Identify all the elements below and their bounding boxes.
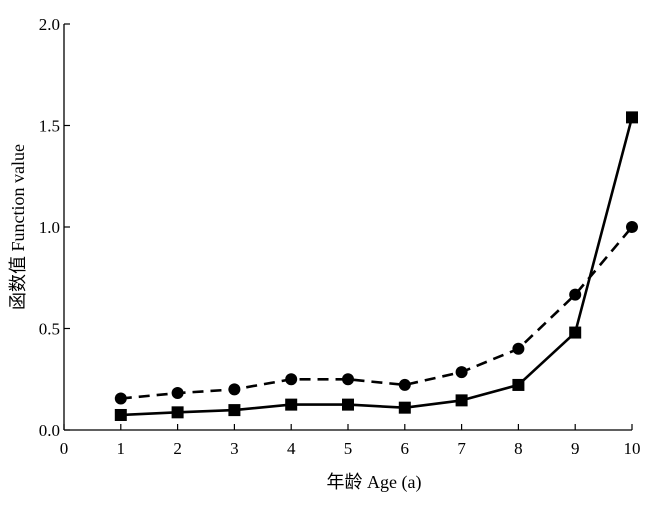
data-point-circle bbox=[398, 378, 411, 391]
x-tick-label: 9 bbox=[571, 439, 580, 458]
data-point-square bbox=[342, 398, 354, 411]
x-tick-label: 1 bbox=[117, 439, 126, 458]
x-tick-label: 8 bbox=[514, 439, 523, 458]
data-point-square bbox=[171, 406, 184, 419]
data-point-square bbox=[114, 408, 127, 421]
y-tick-label: 2.0 bbox=[39, 15, 60, 34]
series-square bbox=[114, 111, 638, 421]
series-circle bbox=[114, 221, 638, 405]
data-point-square bbox=[455, 394, 468, 407]
x-tick-label: 7 bbox=[457, 439, 466, 458]
x-tick-label: 10 bbox=[624, 439, 641, 458]
y-ticks: 0.0 0.5 1.0 1.5 2.0 bbox=[39, 15, 70, 440]
data-point-circle bbox=[228, 383, 241, 396]
data-point-circle bbox=[114, 392, 127, 405]
data-point-square bbox=[398, 401, 411, 414]
y-tick-label: 1.0 bbox=[39, 218, 60, 237]
data-point-circle bbox=[626, 221, 638, 233]
series-layer bbox=[114, 111, 638, 421]
y-axis-title: 函数值 Function value bbox=[8, 144, 28, 310]
data-point-square bbox=[626, 111, 638, 124]
data-point-circle bbox=[171, 387, 184, 400]
data-point-circle bbox=[512, 342, 525, 355]
series-line bbox=[120, 226, 633, 400]
x-tick-label: 2 bbox=[173, 439, 182, 458]
x-ticks: 0 1 2 3 4 5 6 7 8 9 10 bbox=[60, 424, 641, 458]
series-line bbox=[120, 117, 634, 417]
data-point-square bbox=[569, 326, 582, 339]
data-point-square bbox=[285, 398, 298, 411]
y-tick-label: 1.5 bbox=[39, 117, 60, 136]
data-point-square bbox=[512, 378, 525, 391]
x-tick-label: 5 bbox=[344, 439, 353, 458]
data-point-circle bbox=[285, 373, 298, 386]
x-tick-label: 0 bbox=[60, 439, 69, 458]
x-tick-label: 3 bbox=[230, 439, 239, 458]
data-point-circle bbox=[455, 366, 468, 379]
x-axis-title: 年龄 Age (a) bbox=[327, 472, 422, 493]
y-tick-label: 0.0 bbox=[39, 421, 60, 440]
axes bbox=[63, 24, 632, 431]
y-tick-label: 0.5 bbox=[39, 320, 60, 339]
x-tick-label: 6 bbox=[401, 439, 410, 458]
x-tick-label: 4 bbox=[287, 439, 296, 458]
data-point-square bbox=[228, 404, 241, 417]
data-point-circle bbox=[569, 288, 582, 301]
data-point-circle bbox=[342, 373, 354, 386]
